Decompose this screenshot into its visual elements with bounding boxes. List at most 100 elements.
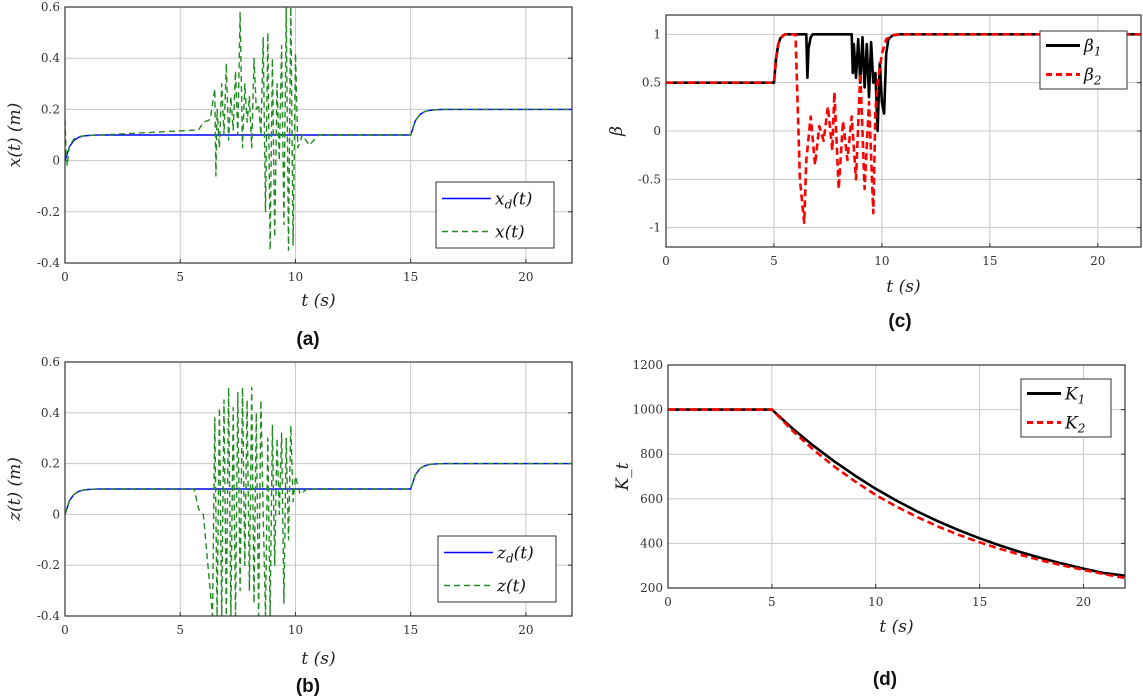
y-axis-label: K_t	[613, 462, 633, 491]
y-tick-label: -0.4	[37, 256, 61, 270]
y-tick-label: 0.6	[41, 355, 60, 369]
x-tick-label: 0	[61, 270, 69, 284]
caption-d: (d)	[873, 669, 897, 690]
x-tick-label: 0	[61, 623, 69, 637]
x-tick-label: 5	[176, 270, 184, 284]
series-line-xt	[65, 7, 572, 251]
x-tick-label: 20	[518, 623, 533, 637]
y-tick-label: 200	[640, 581, 663, 595]
x-tick-label: 20	[518, 270, 533, 284]
series-line-2	[666, 32, 1141, 225]
legend-label: β1	[1083, 37, 1101, 59]
x-tick-label: 20	[1076, 595, 1091, 609]
y-axis-label: β	[607, 126, 627, 137]
legend-label-sub: 2	[1093, 74, 1102, 88]
legend-label: x(t)	[495, 223, 525, 243]
y-tick-label: 600	[640, 492, 663, 506]
legend-label-main: z	[496, 577, 507, 597]
axes-frame	[64, 361, 573, 617]
y-tick-label: 0.4	[41, 51, 60, 65]
legend: xd(t)x(t)	[435, 181, 555, 249]
y-tick-label: 1000	[632, 403, 663, 417]
legend-label: xd(t)	[495, 190, 532, 212]
legend-label-sub: 1	[1078, 393, 1086, 407]
series-line-K2	[668, 408, 1125, 580]
legend-label-sub: d	[505, 198, 513, 212]
y-axis-label: z(t) (m)	[5, 457, 25, 522]
legend-box	[435, 181, 555, 249]
y-tick-label: 400	[640, 536, 663, 550]
caption-c: (c)	[888, 311, 911, 332]
x-tick-label: 0	[664, 595, 672, 609]
y-tick-label: 0.5	[642, 76, 661, 90]
x-axis-label: t (s)	[886, 277, 920, 297]
x-tick-label: 20	[1090, 254, 1105, 268]
y-tick-label: -0.2	[37, 558, 60, 572]
x-tick-label: 10	[868, 595, 883, 609]
legend-label-main: β	[1083, 66, 1094, 86]
axes-frame	[64, 6, 573, 264]
legend-label-sub: d	[506, 552, 514, 566]
y-tick-label: -1	[649, 221, 661, 235]
x-tick-label: 15	[403, 270, 418, 284]
panel-a: 0 5 10 15 20 -0.4 -0.2 0 0.2 0.4 0.6 t (s) x(t) (m) x…	[5, 0, 573, 311]
legend-label-tail: (t)	[505, 223, 525, 243]
x-tick-label: 15	[982, 254, 997, 268]
legend-label-main: x	[495, 190, 505, 210]
x-tick-label: 5	[768, 595, 776, 609]
x-tick-label: 0	[662, 254, 670, 268]
y-tick-label: 0	[52, 507, 60, 521]
y-tick-label: 800	[640, 447, 663, 461]
x-axis-label: t (s)	[301, 291, 335, 311]
legend-label: zd(t)	[496, 544, 534, 566]
caption-b: (b)	[296, 676, 320, 697]
legend-box	[437, 535, 557, 603]
y-tick-label: 0	[52, 154, 60, 168]
y-tick-label: -0.5	[638, 172, 661, 186]
legend: zd(t)z(t)	[437, 535, 557, 603]
y-tick-label: -0.2	[37, 205, 60, 219]
x-axis-label: t (s)	[301, 649, 335, 669]
y-tick-label: 0	[653, 124, 661, 138]
y-tick-label: 0.6	[41, 0, 60, 14]
y-tick-label: 1200	[632, 358, 663, 372]
x-tick-label: 5	[176, 623, 184, 637]
legend-label-main: x	[495, 223, 505, 243]
x-tick-label: 10	[288, 270, 303, 284]
legend-label-main: K	[1064, 414, 1079, 434]
legend-label: K1	[1064, 385, 1085, 407]
y-tick-label: 0.4	[41, 406, 60, 420]
legend-label-tail: (t)	[514, 544, 534, 564]
legend-box	[1020, 378, 1112, 438]
legend-label: β2	[1083, 66, 1101, 88]
legend-label-main: z	[496, 544, 507, 564]
legend-label-main: β	[1083, 37, 1094, 57]
y-axis-label: x(t) (m)	[5, 103, 25, 167]
y-tick-label: 0.2	[41, 102, 60, 116]
axes-frame	[667, 364, 1126, 589]
panel-b: 0 5 10 15 20 -0.4 -0.2 0 0.2 0.4 0.6 t (s) z(t) (m) z…	[5, 355, 573, 669]
axes-frame	[665, 14, 1142, 248]
legend-label-tail: (t)	[512, 190, 532, 210]
x-tick-label: 10	[874, 254, 889, 268]
legend-box	[1039, 30, 1128, 90]
y-tick-label: -0.4	[37, 609, 61, 623]
x-tick-label: 15	[403, 623, 418, 637]
legend-label-sub: 1	[1094, 45, 1102, 59]
legend-label-main: K	[1064, 385, 1079, 405]
x-tick-label: 10	[288, 623, 303, 637]
legend-label: K2	[1064, 414, 1085, 436]
series-line-zt	[65, 386, 572, 616]
legend-label-tail: (t)	[506, 577, 526, 597]
legend-label-sub: 2	[1077, 422, 1086, 436]
x-tick-label: 5	[770, 254, 778, 268]
caption-a: (a)	[296, 329, 319, 350]
y-tick-label: 1	[653, 27, 661, 41]
y-tick-label: 0.2	[41, 457, 60, 471]
series-line-zdt	[65, 462, 572, 515]
